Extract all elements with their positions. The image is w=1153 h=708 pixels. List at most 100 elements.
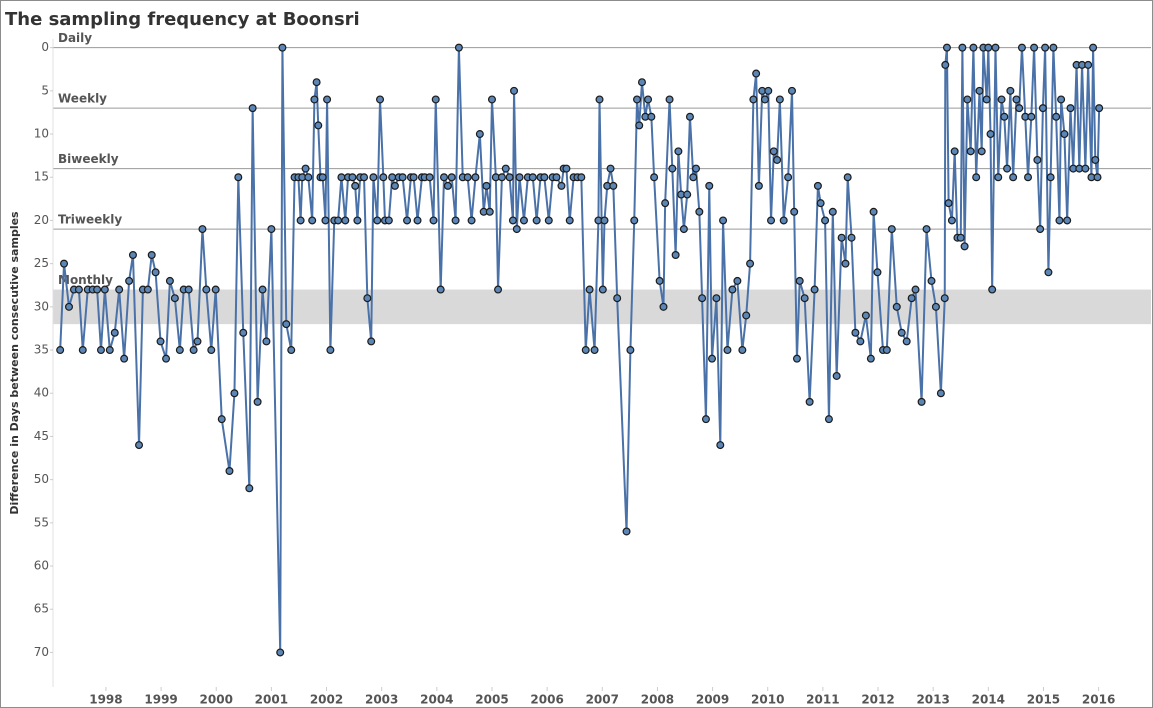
data-point (986, 130, 995, 139)
data-point (128, 251, 137, 260)
data-point (581, 346, 590, 355)
data-point (93, 285, 102, 294)
data-point (712, 294, 721, 303)
reference-band-label: Monthly (58, 273, 113, 287)
data-point (398, 173, 407, 182)
data-point (716, 441, 725, 450)
x-tick-label: 1999 (144, 693, 177, 707)
data-point (321, 216, 330, 225)
data-point (425, 173, 434, 182)
data-point (440, 173, 449, 182)
data-point (341, 216, 350, 225)
data-point (994, 173, 1003, 182)
data-point (1063, 216, 1072, 225)
y-tick-label: 15 (34, 170, 49, 184)
data-point (837, 233, 846, 242)
data-point (348, 173, 357, 182)
y-tick-label: 5 (41, 83, 49, 97)
data-point (151, 268, 160, 277)
data-point (253, 397, 262, 406)
data-point (754, 181, 763, 190)
data-point (775, 95, 784, 104)
data-point (463, 173, 472, 182)
data-point (388, 173, 397, 182)
data-point (258, 285, 267, 294)
data-point (1044, 268, 1053, 277)
data-point (508, 216, 517, 225)
data-point (708, 354, 717, 363)
data-point (230, 389, 239, 398)
data-point (135, 441, 144, 450)
data-point (692, 164, 701, 173)
data-point (958, 43, 967, 52)
data-point (1089, 43, 1098, 52)
data-point (125, 276, 134, 285)
y-tick-label: 30 (34, 299, 49, 313)
data-point (685, 112, 694, 121)
data-point (528, 173, 537, 182)
data-point (376, 95, 385, 104)
data-point (351, 181, 360, 190)
data-point (308, 216, 317, 225)
data-point (390, 181, 399, 190)
data-point (752, 69, 761, 78)
x-tick-label: 2008 (641, 693, 674, 707)
data-point (600, 216, 609, 225)
data-point (982, 95, 991, 104)
data-point (832, 371, 841, 380)
data-point (633, 95, 642, 104)
data-point (738, 346, 747, 355)
data-point (276, 648, 285, 657)
data-point (310, 95, 319, 104)
x-tick-label: 2009 (696, 693, 729, 707)
data-point (360, 173, 369, 182)
data-point (637, 78, 646, 87)
data-point (337, 173, 346, 182)
data-point (1091, 155, 1100, 164)
data-point (787, 86, 796, 95)
data-point (278, 43, 287, 52)
data-point (225, 467, 234, 476)
y-tick-label: 70 (34, 645, 49, 659)
data-point (78, 346, 87, 355)
data-point (471, 173, 480, 182)
x-tick-label: 2011 (806, 693, 839, 707)
data-point (262, 337, 271, 346)
reference-layer: Monthly Daily Weekly Biweekly Triweekly (58, 31, 122, 287)
data-point (239, 328, 248, 337)
data-point (544, 216, 553, 225)
data-point (869, 207, 878, 216)
data-point (790, 207, 799, 216)
data-point (733, 276, 742, 285)
data-point (941, 60, 950, 69)
data-point (413, 216, 422, 225)
reference-line-label: Biweekly (58, 152, 119, 166)
data-point (384, 216, 393, 225)
data-point (485, 207, 494, 216)
data-point (207, 346, 216, 355)
y-tick-label: 65 (34, 602, 49, 616)
data-point (851, 328, 860, 337)
data-point (613, 294, 622, 303)
data-point (334, 216, 343, 225)
data-point (120, 354, 129, 363)
data-point (977, 147, 986, 156)
y-tick-label: 55 (34, 515, 49, 529)
data-point (105, 346, 114, 355)
data-point (1066, 104, 1075, 113)
data-point (650, 173, 659, 182)
data-layer (56, 43, 1104, 657)
data-point (557, 181, 566, 190)
data-point (1095, 104, 1104, 113)
data-point (630, 216, 639, 225)
data-point (723, 346, 732, 355)
data-point (671, 251, 680, 260)
data-point (562, 164, 571, 173)
data-point (1038, 104, 1047, 113)
data-point (1030, 43, 1039, 52)
data-point (701, 415, 710, 424)
data-point (963, 95, 972, 104)
data-point (847, 233, 856, 242)
data-point (447, 173, 456, 182)
data-point (64, 302, 73, 311)
